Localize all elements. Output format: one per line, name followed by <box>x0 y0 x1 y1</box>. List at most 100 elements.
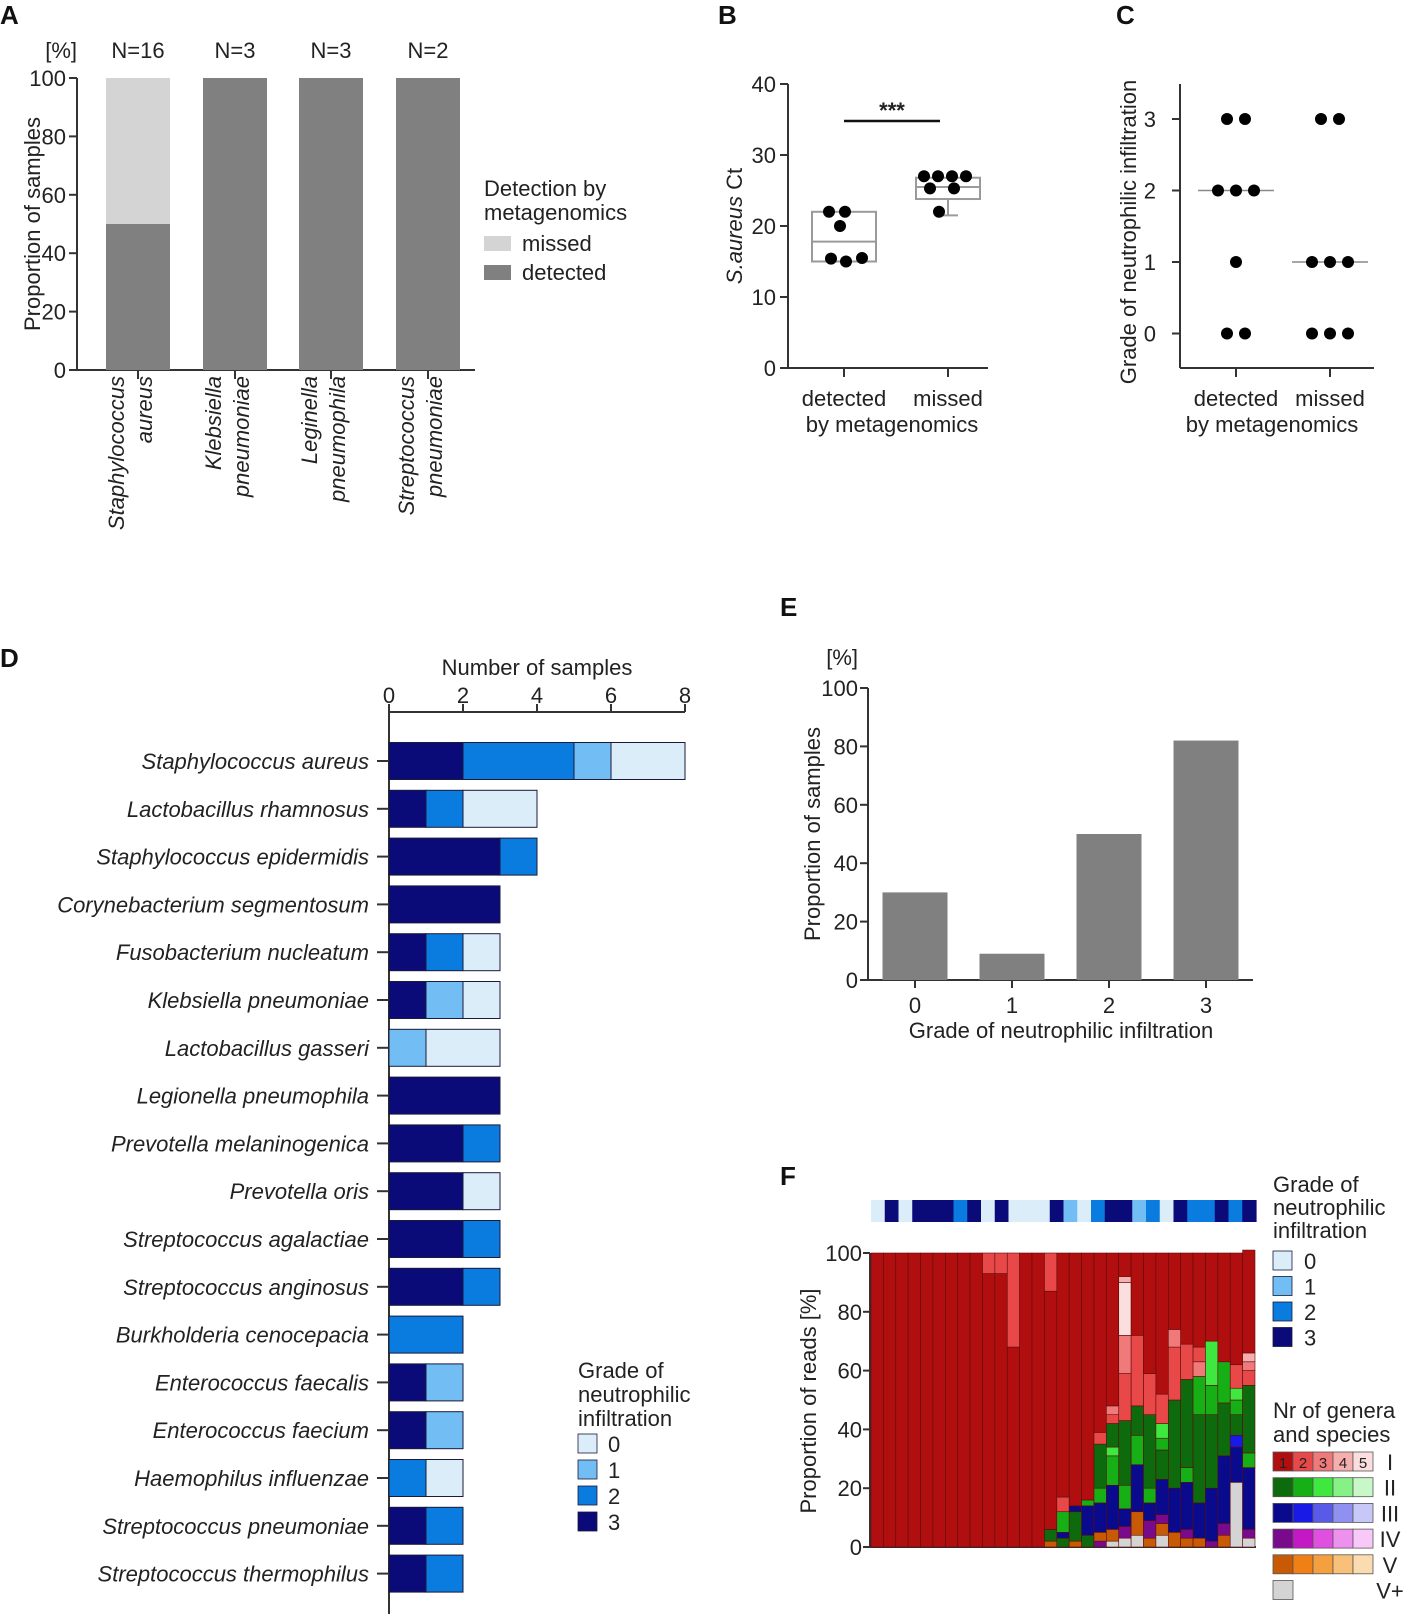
b-significance-label: *** <box>879 98 905 123</box>
f-bar-segment-III <box>1106 1484 1120 1530</box>
f-bar-segment-IV <box>1143 1520 1157 1539</box>
b-y-tick-label: 10 <box>752 285 776 310</box>
f-group-legend-rank-label: 5 <box>1359 1455 1367 1472</box>
d-legend-label-3: 3 <box>608 1510 620 1535</box>
f-bar-segment-V <box>1167 1532 1181 1548</box>
f-group-legend-swatch <box>1352 1554 1374 1575</box>
d-bar-grade-2 <box>425 933 464 972</box>
d-y-tick-label: Klebsiella pneumoniae <box>148 988 369 1013</box>
d-legend-title-line3: infiltration <box>578 1406 672 1431</box>
f-grade-strip-cell <box>1077 1200 1092 1222</box>
f-bar-segment-I <box>1130 1252 1144 1336</box>
f-bar-segment-I <box>1118 1335 1132 1374</box>
c-point-detected <box>1212 184 1224 197</box>
c-y-tick-label: 0 <box>1144 322 1156 347</box>
c-point-detected <box>1248 184 1260 197</box>
c-point-missed <box>1324 327 1336 340</box>
f-bar-segment-III <box>1093 1502 1107 1533</box>
f-bar-segment-II <box>1130 1434 1144 1465</box>
e-y-tick-label: 20 <box>834 910 858 935</box>
a-x-tick-label-line1: Klebsiella <box>201 376 226 470</box>
f-bar-segment-II <box>1143 1414 1157 1489</box>
d-y-tick-label: Staphylococcus epidermidis <box>96 845 369 870</box>
f-bar-segment-II <box>1155 1437 1169 1451</box>
f-bar-segment-III <box>1130 1464 1144 1513</box>
f-bar-segment-I <box>1155 1393 1169 1424</box>
f-grade-strip-cell <box>994 1200 1010 1222</box>
b-point-missed <box>924 182 936 195</box>
f-bar-segment-I <box>920 1252 934 1548</box>
a-legend-swatch-missed <box>484 236 511 251</box>
c-y-axis-title: Grade of neutrophilic infiltration <box>1116 80 1141 385</box>
f-bar-segment-V <box>1130 1511 1144 1536</box>
a-y-tick-label: 60 <box>42 183 66 208</box>
d-bar-grade-1 <box>425 981 464 1019</box>
f-bar-segment-I <box>1180 1343 1194 1380</box>
f-bar-segment-V <box>1192 1537 1206 1548</box>
f-bar-segment-I <box>1180 1252 1194 1345</box>
f-bar-segment-II <box>1081 1499 1095 1507</box>
f-bar-segment-I <box>1019 1252 1033 1548</box>
f-grade-strip-cell <box>1146 1200 1161 1222</box>
f-bar-segment-II <box>1056 1537 1070 1548</box>
a-count-label: N=2 <box>408 38 449 63</box>
c-point-missed <box>1306 327 1318 340</box>
d-y-tick-label: Burkholderia cenocepacia <box>116 1323 369 1348</box>
d-y-tick-label: Streptococcus agalactiae <box>123 1227 369 1252</box>
f-bar-segment-V <box>1044 1540 1058 1548</box>
f-group-legend-swatch <box>1292 1528 1314 1549</box>
d-legend-title-line1: Grade of <box>578 1358 664 1383</box>
f-bar-segment-II <box>1056 1511 1070 1533</box>
f-bar-segment-I <box>1229 1364 1243 1389</box>
f-bar-segment-I <box>1192 1252 1206 1348</box>
f-group-legend-swatch <box>1332 1477 1354 1498</box>
panel-label-c: C <box>1116 0 1135 30</box>
f-bar-segment-I <box>932 1252 946 1548</box>
f-bar-segment-II <box>1155 1423 1169 1439</box>
f-bar-segment-I <box>1118 1282 1132 1336</box>
f-bar-segment-I <box>1242 1352 1256 1363</box>
f-bar-segment-III <box>1192 1502 1206 1539</box>
d-bar-grade-1 <box>388 1028 427 1067</box>
c-point-missed <box>1315 113 1327 125</box>
d-bar-grade-1 <box>425 1411 464 1450</box>
f-grade-legend-swatch <box>1272 1327 1293 1347</box>
f-bar-segment-I <box>1118 1373 1132 1421</box>
f-y-tick-label: 100 <box>825 1241 862 1266</box>
f-group-legend-rank-label: 4 <box>1339 1455 1347 1472</box>
f-grade-strip-cell <box>1201 1200 1216 1222</box>
b-point-missed <box>933 205 945 218</box>
f-bar-segment-III <box>1180 1482 1194 1530</box>
e-bar <box>1076 834 1142 980</box>
d-bar-grade-3 <box>388 981 427 1019</box>
f-bar-segment-Vplus <box>1106 1540 1120 1548</box>
c-point-missed <box>1342 327 1354 340</box>
f-grade-legend-title-line1: Grade of <box>1273 1172 1359 1197</box>
f-bar-segment-III <box>1229 1446 1243 1483</box>
panel-label-b: B <box>718 0 737 30</box>
f-bar-segment-II <box>1242 1385 1256 1454</box>
f-grade-strip-cell <box>981 1200 996 1222</box>
d-bar-grade-0 <box>425 1459 464 1497</box>
d-y-tick-label: Haemophilus influenzae <box>134 1466 369 1491</box>
f-bar-segment-I <box>1106 1414 1120 1424</box>
f-y-tick-label: 60 <box>838 1359 862 1384</box>
f-grade-legend-label: 3 <box>1304 1326 1316 1351</box>
f-bar-segment-V <box>1068 1540 1082 1548</box>
f-group-legend-swatch <box>1292 1554 1314 1575</box>
f-bar-segment-III <box>1167 1487 1181 1533</box>
f-bar-segment-I <box>1130 1335 1144 1407</box>
e-y-axis-title: Proportion of samples <box>800 727 825 941</box>
f-group-legend-label: II <box>1384 1476 1396 1501</box>
f-bar-segment-II <box>1155 1449 1169 1480</box>
f-group-legend-label: V+ <box>1376 1579 1404 1604</box>
f-grade-strip-cell <box>1049 1200 1065 1222</box>
f-bar-segment-I <box>1143 1252 1157 1374</box>
f-bar-segment-IV <box>1242 1529 1256 1539</box>
d-legend-swatch-1 <box>577 1459 598 1480</box>
b-point-detected <box>839 205 851 218</box>
d-bar-grade-2 <box>388 1315 464 1354</box>
f-grade-strip-cell <box>926 1200 941 1222</box>
d-bar-grade-3 <box>388 742 464 780</box>
